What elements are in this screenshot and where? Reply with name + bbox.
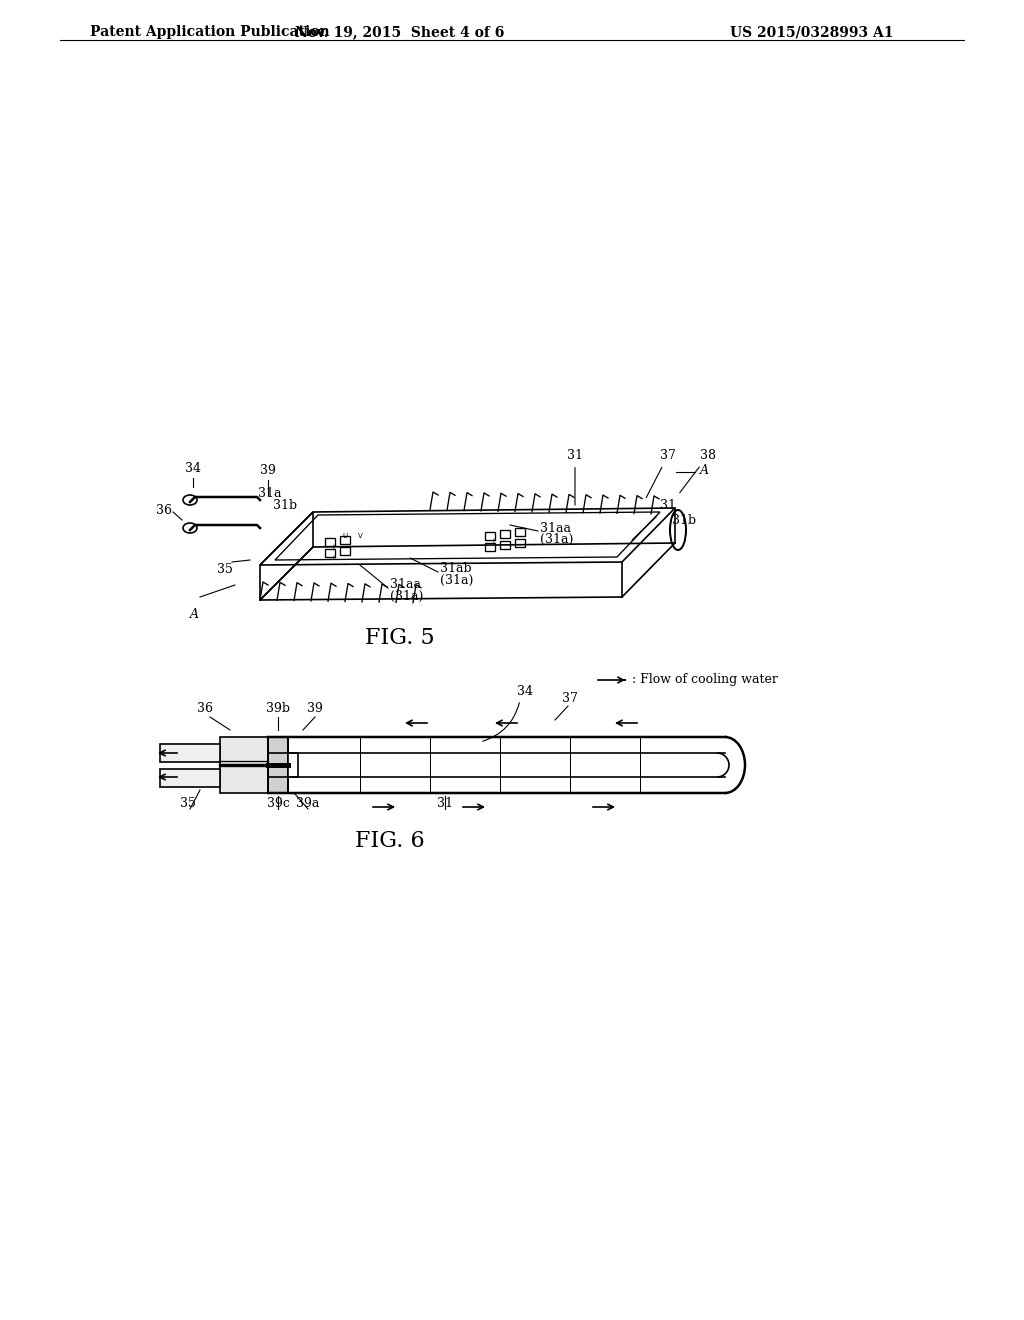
Text: 39: 39 (260, 465, 275, 477)
Text: (31a): (31a) (540, 532, 573, 545)
FancyBboxPatch shape (160, 744, 220, 762)
Text: +: + (490, 539, 496, 544)
Text: (31a): (31a) (440, 573, 473, 586)
Text: U: U (342, 533, 347, 539)
Text: A: A (700, 463, 709, 477)
Text: 31: 31 (632, 499, 676, 540)
Text: 31: 31 (567, 449, 583, 506)
Text: A: A (189, 609, 199, 620)
Text: 39a: 39a (296, 797, 319, 810)
Text: 37: 37 (562, 692, 578, 705)
Text: 35: 35 (217, 564, 232, 576)
Text: 35: 35 (180, 797, 196, 810)
Text: : Flow of cooling water: : Flow of cooling water (632, 673, 778, 686)
FancyBboxPatch shape (220, 737, 268, 793)
Text: 36: 36 (197, 702, 213, 715)
Text: (31a): (31a) (390, 590, 423, 602)
Text: 37: 37 (646, 449, 676, 498)
Text: 34: 34 (517, 685, 534, 698)
Text: V: V (357, 533, 362, 539)
Text: 39b: 39b (266, 702, 290, 715)
FancyBboxPatch shape (268, 737, 288, 793)
Text: 31: 31 (437, 797, 453, 810)
Text: 31b: 31b (273, 499, 297, 512)
Text: 39c: 39c (266, 797, 290, 810)
Text: 36: 36 (156, 503, 172, 516)
FancyBboxPatch shape (160, 770, 220, 787)
Text: 31ab: 31ab (440, 562, 472, 576)
Text: Nov. 19, 2015  Sheet 4 of 6: Nov. 19, 2015 Sheet 4 of 6 (295, 25, 505, 40)
FancyBboxPatch shape (288, 752, 298, 777)
Text: US 2015/0328993 A1: US 2015/0328993 A1 (730, 25, 894, 40)
Text: 34: 34 (185, 462, 201, 475)
Text: 31aa: 31aa (540, 521, 571, 535)
Text: 39: 39 (307, 702, 323, 715)
Text: 31a: 31a (258, 487, 282, 500)
Text: FIG. 6: FIG. 6 (355, 830, 425, 851)
Text: 38: 38 (680, 449, 716, 492)
Text: FIG. 5: FIG. 5 (366, 627, 435, 649)
Text: 31aa: 31aa (390, 578, 421, 591)
Text: Patent Application Publication: Patent Application Publication (90, 25, 330, 40)
Text: +: + (330, 544, 336, 550)
Text: 31b: 31b (672, 513, 696, 527)
Text: +: + (330, 554, 336, 561)
